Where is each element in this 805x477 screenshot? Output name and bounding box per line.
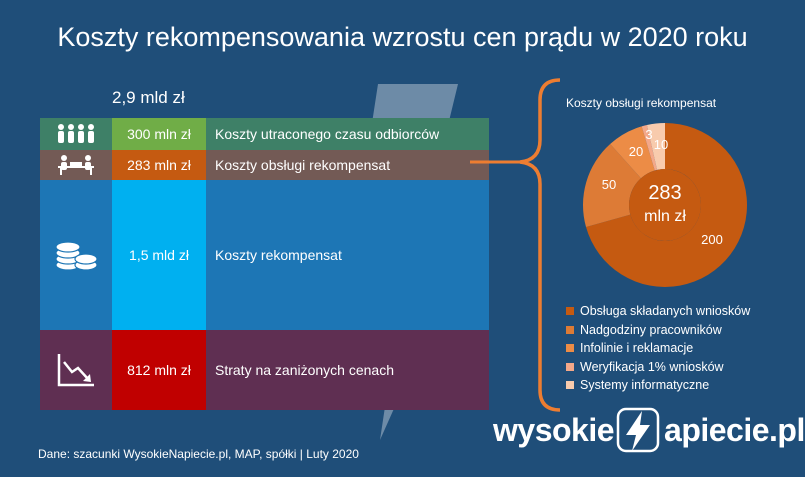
donut-slice-1 [586,123,747,288]
table-row: 1,5 mld zł Koszty rekompensat [40,180,489,330]
legend-label: Systemy informatyczne [580,378,710,393]
donut-title: Koszty obsługi rekompensat [566,96,717,110]
legend-item: Nadgodziny pracowników [566,321,750,340]
total-cost: 2,9 mld zł [112,88,185,107]
legend-item: Infolinie i reklamacje [566,339,750,358]
legend-item: Weryfikacja 1% wniosków [566,358,750,377]
donut-center [629,169,701,241]
legend-swatch [566,344,574,353]
row-value: 300 mln zł [112,118,206,150]
donut-slice-2 [583,144,641,228]
donut-slice-5 [646,123,665,170]
declining-chart-icon [40,330,112,410]
page-title: Koszty rekompensowania wzrostu cen prądu… [57,22,748,52]
row-value: 1,5 mld zł [112,180,206,330]
logo-text-right: apiecie.pl [664,411,805,448]
legend-item: Obsługa składanych wniosków [566,302,750,321]
legend-swatch [566,362,574,371]
legend-label: Weryfikacja 1% wniosków [580,359,724,374]
donut-value-label: 20 [629,144,643,159]
legend-swatch [566,325,574,334]
row-label: Koszty rekompensat [215,247,342,263]
row-value: 283 mln zł [112,150,206,180]
donut-value-label: 50 [602,177,616,192]
legend-item: Systemy informatyczne [566,376,750,395]
logo-bolt-mark [616,407,660,453]
donut-value-label: 10 [654,137,668,152]
donut-value-label: 3 [645,127,652,142]
legend-swatch [566,307,574,316]
chart-legend: Obsługa składanych wniosków Nadgodziny pr… [566,302,750,395]
row-value: 812 mln zł [112,330,206,410]
donut-slice-4 [641,125,658,171]
office-workers-icon [40,150,112,180]
donut-slice-3 [610,126,655,179]
donut-value-label: 200 [701,232,723,247]
coins-icon [40,180,112,330]
table-row: 300 mln zł Koszty utraconego czasu odbio… [40,118,489,150]
source-note: Dane: szacunki WysokieNapiecie.pl, MAP, … [38,447,359,461]
table-row: 283 mln zł Koszty obsługi rekompensat [40,150,489,180]
table-row: 812 mln zł Straty na zaniżonych cenach [40,330,489,410]
legend-label: Obsługa składanych wniosków [580,304,751,319]
row-label: Koszty utraconego czasu odbiorców [215,126,440,142]
row-label: Koszty obsługi rekompensat [215,157,391,173]
legend-label: Nadgodziny pracowników [580,322,722,337]
row-label: Straty na zaniżonych cenach [215,362,394,378]
people-icon [40,118,112,150]
logo-text-left: wysokie [493,411,615,448]
donut-center-label: mln zł [644,208,686,225]
donut-center-label: 283 [648,182,681,204]
legend-swatch [566,381,574,390]
site-logo: wysokie apiecie.pl [493,405,805,455]
legend-label: Infolinie i reklamacje [580,341,694,356]
